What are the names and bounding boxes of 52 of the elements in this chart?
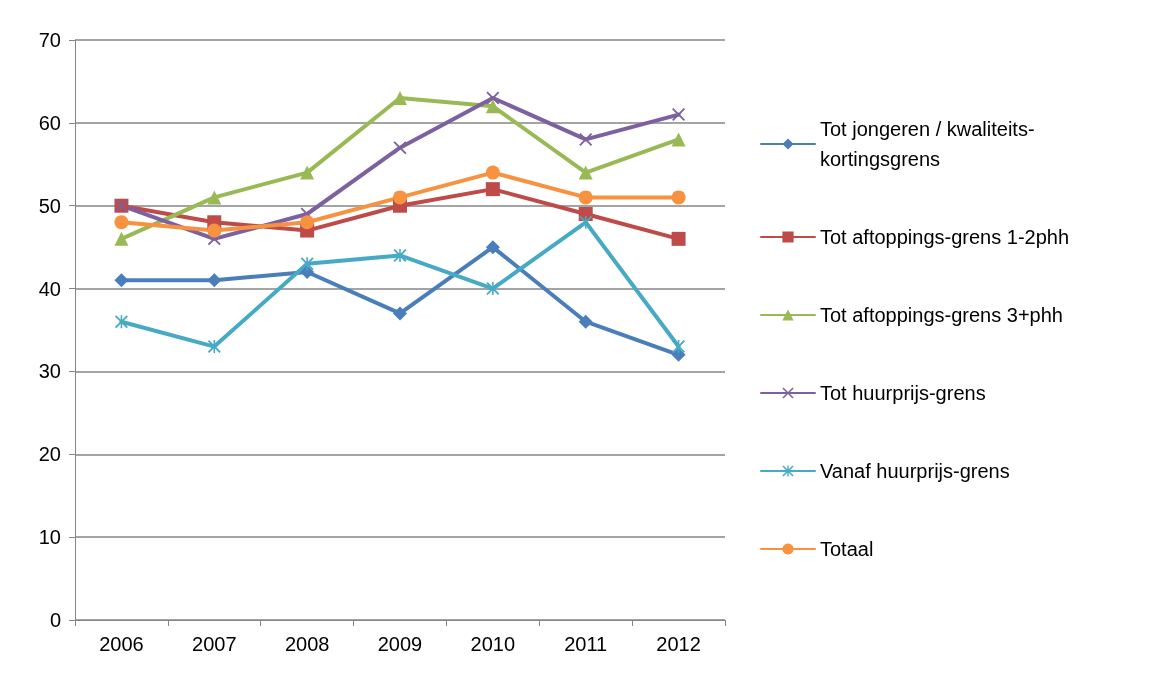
y-tick-label: 50: [38, 194, 61, 217]
point: [114, 315, 128, 329]
point: [671, 347, 686, 362]
point: [579, 132, 593, 146]
x-tick-label: 2006: [99, 633, 144, 655]
point: [207, 273, 222, 288]
point: [300, 257, 314, 271]
point: [207, 223, 222, 238]
legend-label: Tot huurprijs-grens: [820, 382, 986, 404]
legend-label: Totaal: [820, 538, 874, 560]
point: [114, 231, 129, 246]
y-tick-label: 70: [38, 29, 61, 51]
legend-label: Tot jongeren / kwaliteits-kortingsgrens: [820, 118, 1035, 170]
y-tick-label: 20: [38, 443, 61, 466]
point: [485, 99, 500, 114]
point: [393, 306, 407, 321]
point: [207, 190, 222, 205]
point: [578, 165, 593, 180]
y-tick-label: 10: [38, 526, 61, 549]
legend-label: Vanaf huurprijs-grens: [820, 460, 1010, 482]
y-tick-label: 30: [38, 360, 61, 383]
point: [671, 231, 686, 246]
x-tick-label: 2009: [377, 633, 423, 655]
point: [672, 108, 686, 122]
point: [672, 340, 686, 354]
point: [114, 273, 129, 288]
point: [485, 240, 500, 255]
point: [207, 340, 221, 354]
point: [393, 91, 407, 105]
point: [486, 91, 500, 105]
point: [393, 190, 407, 205]
point: [114, 215, 129, 230]
y-tick-label: 40: [38, 277, 61, 300]
y-tick-label: 0: [49, 609, 61, 631]
point: [485, 165, 500, 180]
x-tick-label: 2007: [192, 633, 237, 655]
point: [300, 165, 315, 180]
point: [578, 314, 593, 329]
point: [300, 215, 315, 230]
legend-label: Tot aftoppings-grens 3+phh: [820, 304, 1063, 326]
point: [671, 132, 686, 147]
point: [578, 190, 593, 205]
x-tick-label: 2011: [564, 633, 608, 655]
point: [671, 190, 686, 205]
y-tick-label: 60: [38, 111, 61, 134]
x-tick-label: 2010: [470, 633, 516, 655]
legend-label: Tot aftoppings-grens 1-2phh: [820, 226, 1070, 248]
point: [485, 182, 500, 197]
point: [486, 282, 500, 296]
point: [393, 141, 407, 155]
x-tick-label: 2008: [284, 633, 330, 655]
x-tick-label: 2012: [656, 633, 701, 655]
